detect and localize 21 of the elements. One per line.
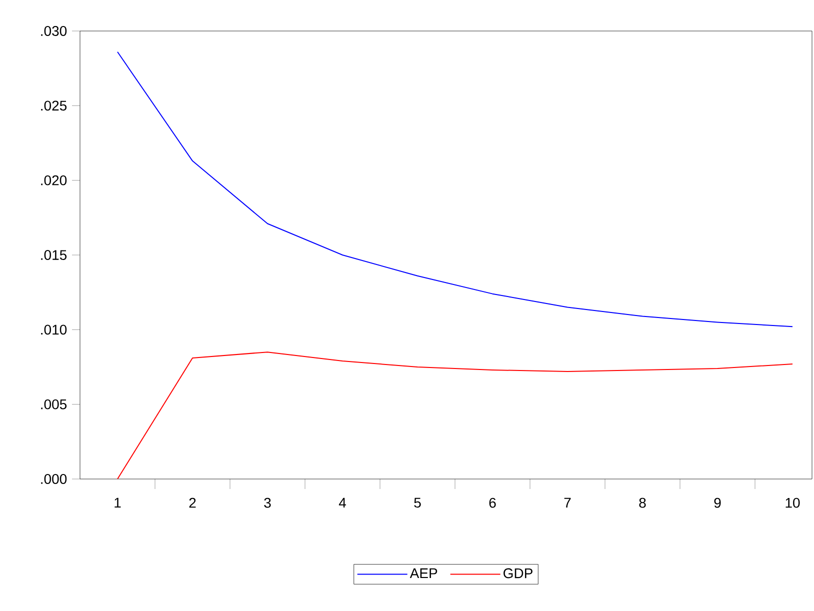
x-tick-label: 3	[264, 498, 271, 508]
y-tick-label: .015	[41, 250, 67, 260]
line-series	[117, 51, 794, 328]
legend-label: AEP	[410, 568, 438, 578]
x-tick-label: 8	[639, 498, 646, 508]
x-tick-label: 6	[489, 498, 496, 508]
x-tick-label: 5	[414, 498, 421, 508]
y-tick-label: .000	[41, 474, 67, 484]
x-tick-label: 4	[338, 498, 346, 508]
y-tick-label: .010	[41, 324, 67, 335]
y-tick-label: .025	[41, 100, 67, 111]
x-tick-label: 1	[114, 498, 121, 508]
y-tick-label: .030	[41, 26, 67, 36]
y-tick-label: .020	[41, 175, 67, 186]
x-tick-label: 2	[189, 498, 196, 508]
line-series	[117, 352, 794, 479]
legend-label: GDP	[504, 568, 532, 578]
y-tick-label: .005	[41, 399, 67, 410]
x-tick-label: 7	[564, 498, 571, 508]
x-tick-label: 10	[786, 498, 800, 508]
x-tick-label: 9	[714, 498, 721, 508]
